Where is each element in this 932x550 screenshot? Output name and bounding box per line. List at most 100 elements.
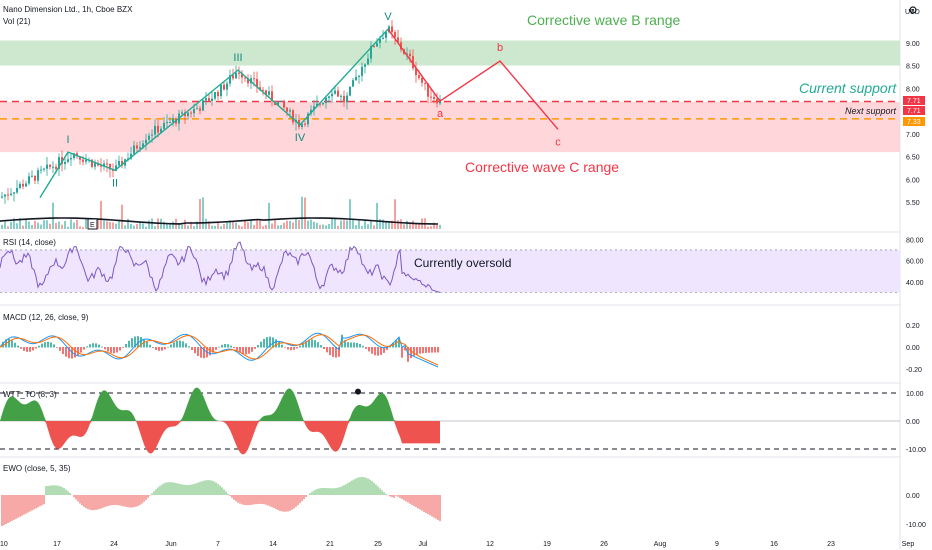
macd-histogram-bar — [92, 343, 94, 348]
wave-b-zone — [0, 40, 900, 66]
volume-bar — [301, 196, 303, 229]
candle-body — [283, 100, 285, 108]
volume-bar — [97, 218, 99, 229]
volume-bar — [109, 222, 111, 229]
volume-bar — [181, 224, 183, 229]
gear-icon[interactable] — [909, 6, 917, 14]
candle-body — [427, 83, 429, 97]
volume-bar — [235, 222, 237, 229]
macd-histogram-bar — [356, 342, 358, 348]
time-tick-label: 26 — [600, 541, 608, 548]
volume-bar — [127, 218, 129, 229]
macd-histogram-bar — [140, 337, 142, 348]
time-tick-label: 23 — [827, 541, 835, 548]
candle-body — [133, 145, 135, 154]
svg-text:7.71: 7.71 — [907, 108, 921, 115]
volume-bar — [298, 219, 300, 229]
candle-body — [58, 157, 60, 169]
candle-body — [286, 107, 288, 112]
volume-bar — [328, 224, 330, 229]
macd-histogram-bar — [47, 341, 49, 348]
candle-body — [214, 92, 216, 99]
macd-histogram-bar — [341, 334, 343, 348]
candle-body — [73, 153, 75, 159]
volume-bar — [313, 221, 315, 229]
rsi-label: RSI (14, close) — [3, 238, 56, 247]
volume-bar — [64, 221, 66, 229]
volume-bar — [172, 221, 174, 229]
macd-histogram-bar — [299, 345, 301, 348]
volume-bar — [397, 220, 399, 229]
candle-body — [136, 145, 138, 149]
volume-bar — [196, 221, 198, 229]
wt-signal-dot — [355, 388, 361, 395]
candle-body — [292, 110, 294, 123]
macd-histogram-bar — [281, 344, 283, 348]
event-marker[interactable]: E — [87, 218, 98, 230]
macd-histogram-bar — [401, 347, 403, 358]
projection-label: b — [497, 42, 503, 54]
candle-body — [109, 164, 111, 170]
candle-body — [43, 168, 45, 170]
macd-histogram-bar — [197, 347, 199, 357]
volume-bar — [136, 224, 138, 229]
macd-histogram-bar — [224, 343, 226, 348]
macd-histogram-bar — [248, 347, 250, 354]
candle-body — [256, 78, 258, 88]
macd-histogram-bar — [152, 347, 154, 348]
volume-bar — [37, 222, 39, 229]
volume-bar — [58, 221, 60, 229]
macd-histogram-bar — [293, 347, 295, 350]
volume-bar — [259, 219, 261, 229]
volume-bar — [322, 224, 324, 229]
volume-bar — [112, 222, 114, 229]
candle-body — [328, 96, 330, 98]
candle-body — [154, 125, 156, 135]
macd-histogram-bar — [200, 347, 202, 358]
candle-body — [415, 68, 417, 76]
wave-label: I — [66, 134, 69, 146]
macd-histogram-bar — [419, 347, 421, 354]
rsi-layer: 80.00 60.00 40.00 — [0, 237, 924, 293]
volume-bar — [205, 218, 207, 229]
candle-body — [31, 175, 33, 177]
macd-histogram-bar — [56, 347, 58, 348]
volume-bar — [73, 222, 75, 229]
macd-histogram-bar — [344, 340, 346, 348]
volume-bar — [430, 226, 432, 229]
volume-bar — [220, 226, 222, 229]
volume-bar — [382, 219, 384, 229]
macd-histogram-bar — [350, 342, 352, 348]
volume-bar — [79, 226, 81, 229]
ewo-tick-label: 0.00 — [906, 493, 920, 500]
candle-body — [67, 159, 69, 162]
macd-histogram-bar — [62, 347, 64, 355]
candle-body — [322, 103, 324, 105]
macd-histogram-bar — [194, 347, 196, 354]
candle-body — [79, 156, 81, 160]
volume-bar — [262, 226, 264, 229]
volume-bar — [61, 224, 63, 229]
candle-body — [388, 26, 390, 33]
candle-body — [172, 118, 174, 123]
candle-body — [220, 84, 222, 97]
macd-histogram-bar — [188, 346, 190, 348]
candle-body — [22, 183, 24, 187]
volume-bar — [286, 220, 288, 229]
candle-body — [301, 123, 303, 128]
candle-body — [4, 194, 6, 197]
candle-body — [316, 103, 318, 107]
candle-body — [289, 110, 291, 112]
macd-histogram-bar — [326, 347, 328, 353]
price-tag-upper-1: 7.71 — [903, 96, 925, 105]
macd-histogram-bar — [158, 347, 160, 351]
macd-histogram-bar — [323, 347, 325, 349]
volume-bar — [121, 204, 123, 229]
volume-bar — [43, 220, 45, 229]
wavetrend-label: WTT_TO (8, 3) — [3, 390, 57, 399]
macd-histogram-bar — [95, 343, 97, 348]
macd-histogram-bar — [278, 341, 280, 348]
macd-histogram-bar — [119, 347, 121, 351]
